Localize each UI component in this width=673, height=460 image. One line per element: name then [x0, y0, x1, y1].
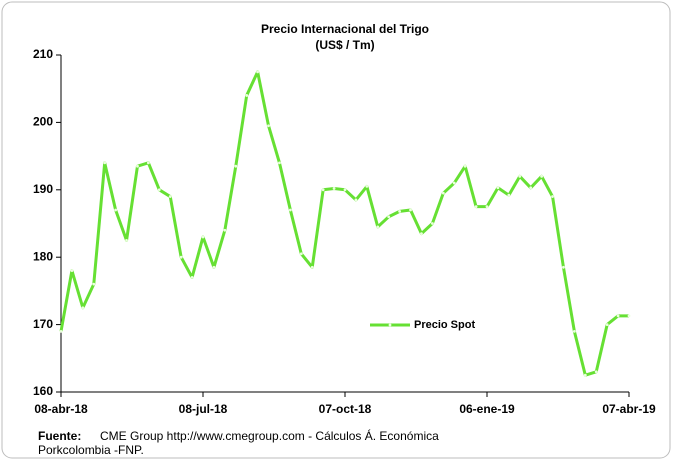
point	[201, 235, 205, 239]
point	[103, 161, 107, 165]
point	[92, 282, 96, 286]
y-tick-label: 210	[33, 47, 53, 61]
point	[299, 252, 303, 256]
point	[518, 174, 522, 178]
source-text: CME Group http://www.cmegroup.com - Cálc…	[100, 428, 439, 443]
point	[354, 198, 358, 202]
point	[321, 188, 325, 192]
point	[310, 265, 314, 269]
point	[387, 215, 391, 219]
point	[267, 124, 270, 128]
x-tick-label: 08-jul-18	[179, 402, 228, 416]
point	[485, 205, 489, 209]
point	[343, 188, 347, 192]
point	[245, 94, 249, 97]
point	[463, 164, 467, 168]
point	[59, 329, 63, 333]
point	[223, 228, 227, 232]
y-tick-label: 190	[33, 182, 53, 196]
point	[376, 225, 380, 229]
point	[70, 269, 74, 273]
y-tick-label: 180	[33, 249, 53, 263]
point	[365, 185, 369, 188]
point	[398, 209, 402, 213]
point	[125, 238, 128, 242]
point	[616, 314, 620, 318]
legend-marker	[388, 323, 392, 327]
chart-subtitle: (US$ / Tm)	[315, 38, 374, 52]
point	[605, 323, 609, 326]
chart-title: Precio Internacional del Trigo	[261, 22, 429, 36]
point	[594, 370, 598, 374]
point	[278, 161, 281, 165]
y-tick-label: 160	[33, 384, 53, 398]
point	[627, 314, 631, 318]
point	[572, 329, 576, 333]
point	[583, 373, 587, 377]
point	[441, 191, 445, 195]
point	[529, 186, 533, 190]
point	[452, 181, 456, 185]
point	[146, 161, 150, 165]
point	[81, 306, 85, 310]
source-label: Fuente:	[38, 429, 81, 443]
point	[540, 174, 544, 178]
point	[212, 265, 216, 269]
point	[551, 195, 554, 198]
point	[562, 265, 565, 269]
point	[190, 276, 194, 279]
point	[474, 205, 478, 209]
point	[136, 164, 139, 168]
point	[420, 232, 423, 236]
point	[234, 164, 238, 168]
y-tick-label: 200	[33, 115, 53, 129]
point	[496, 186, 500, 190]
point	[409, 208, 412, 212]
point	[332, 187, 336, 190]
point	[179, 255, 183, 259]
point	[168, 195, 172, 198]
point	[288, 208, 292, 212]
point	[507, 193, 511, 197]
point	[114, 208, 118, 212]
x-tick-label: 07-oct-18	[319, 402, 372, 416]
x-tick-label: 06-ene-19	[459, 402, 515, 416]
x-tick-label: 08-abr-18	[34, 402, 88, 416]
legend-label: Precio Spot	[414, 319, 475, 331]
source-text: Porkcolombia -FNP.	[38, 443, 144, 457]
point	[157, 188, 161, 192]
y-tick-label: 170	[33, 317, 53, 331]
point	[430, 222, 434, 225]
point	[256, 70, 260, 74]
x-tick-label: 07-abr-19	[602, 402, 656, 416]
